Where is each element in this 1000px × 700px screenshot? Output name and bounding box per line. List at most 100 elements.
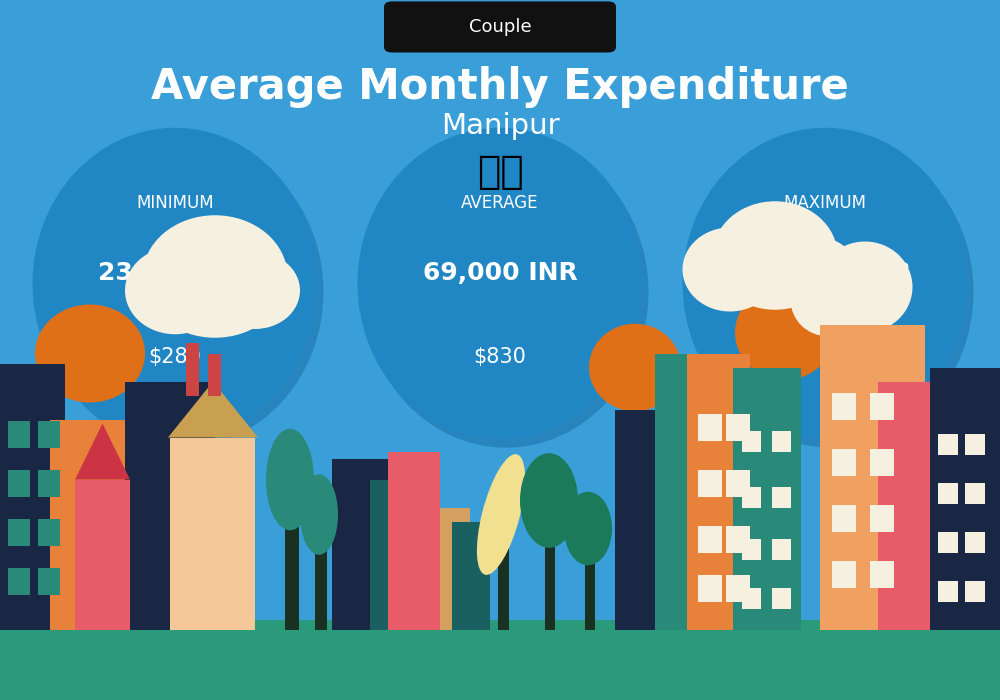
Text: 🇮🇳: 🇮🇳	[477, 153, 523, 190]
Bar	[75, 480, 130, 630]
Bar	[285, 508, 299, 630]
Bar	[38, 519, 60, 546]
Bar	[726, 526, 750, 553]
Ellipse shape	[38, 136, 324, 448]
Bar	[965, 434, 985, 455]
Text: 370,000 INR: 370,000 INR	[739, 261, 911, 285]
Bar	[545, 508, 555, 630]
Bar	[938, 581, 958, 602]
Ellipse shape	[818, 241, 912, 332]
Ellipse shape	[143, 216, 288, 338]
Bar	[820, 326, 925, 630]
Ellipse shape	[477, 454, 525, 575]
Bar	[726, 575, 750, 602]
Bar	[938, 483, 958, 504]
Ellipse shape	[520, 454, 578, 547]
Ellipse shape	[266, 428, 314, 531]
Bar	[772, 539, 791, 560]
Text: 23,000 INR: 23,000 INR	[98, 261, 252, 285]
Ellipse shape	[358, 127, 642, 440]
Bar	[655, 354, 687, 630]
Bar	[742, 486, 761, 507]
Bar	[38, 421, 60, 448]
Bar	[832, 393, 856, 420]
Bar	[8, 470, 30, 497]
Text: MAXIMUM: MAXIMUM	[784, 194, 866, 212]
Text: $280: $280	[149, 347, 201, 367]
Bar	[8, 421, 30, 448]
Bar	[370, 480, 422, 630]
Text: 69,000 INR: 69,000 INR	[423, 261, 577, 285]
Polygon shape	[75, 424, 130, 480]
Bar	[498, 536, 509, 630]
Ellipse shape	[210, 252, 300, 329]
Bar	[870, 505, 894, 532]
Bar	[698, 414, 722, 441]
Ellipse shape	[35, 304, 145, 402]
Bar	[726, 470, 750, 497]
Ellipse shape	[125, 247, 225, 335]
Text: Couple: Couple	[469, 18, 531, 36]
Ellipse shape	[300, 475, 338, 554]
Bar	[698, 470, 722, 497]
Ellipse shape	[688, 136, 974, 448]
Bar	[186, 343, 199, 396]
Bar	[870, 393, 894, 420]
Text: $830: $830	[474, 347, 526, 367]
Bar	[733, 368, 801, 630]
Bar	[0, 364, 65, 630]
FancyBboxPatch shape	[384, 1, 616, 52]
Bar	[655, 354, 750, 630]
Polygon shape	[168, 382, 258, 438]
Bar	[832, 505, 856, 532]
Bar	[698, 526, 722, 553]
Bar	[432, 508, 470, 630]
Bar	[388, 452, 440, 630]
Ellipse shape	[735, 286, 835, 379]
Bar	[878, 382, 943, 630]
Bar	[832, 561, 856, 588]
Bar	[38, 568, 60, 595]
Bar	[615, 410, 673, 630]
Text: Manipur: Manipur	[441, 112, 559, 140]
Bar	[726, 414, 750, 441]
Ellipse shape	[772, 237, 858, 309]
Bar	[50, 420, 135, 630]
Bar	[0, 620, 1000, 700]
Bar	[208, 354, 221, 395]
Bar	[930, 368, 1000, 630]
Bar	[125, 382, 215, 630]
Bar	[832, 449, 856, 476]
Bar	[965, 483, 985, 504]
Ellipse shape	[564, 491, 612, 566]
Bar	[965, 581, 985, 602]
Bar	[938, 532, 958, 553]
Bar	[315, 536, 327, 630]
Bar	[452, 522, 490, 630]
Ellipse shape	[589, 323, 681, 412]
Bar	[965, 532, 985, 553]
Bar	[585, 536, 595, 630]
Ellipse shape	[682, 228, 778, 312]
Text: $4,500: $4,500	[789, 347, 861, 367]
Bar	[938, 434, 958, 455]
Ellipse shape	[712, 202, 838, 309]
Bar	[332, 458, 390, 630]
Text: Average Monthly Expenditure: Average Monthly Expenditure	[151, 66, 849, 108]
Bar	[870, 449, 894, 476]
Bar	[8, 519, 30, 546]
Bar	[38, 470, 60, 497]
Bar	[772, 430, 791, 452]
Bar	[772, 486, 791, 507]
Ellipse shape	[790, 263, 866, 337]
Bar	[698, 575, 722, 602]
Bar	[742, 588, 761, 609]
Text: MINIMUM: MINIMUM	[136, 194, 214, 212]
Bar	[772, 588, 791, 609]
Bar	[170, 438, 255, 630]
Bar	[870, 561, 894, 588]
Bar	[742, 539, 761, 560]
Ellipse shape	[682, 127, 968, 440]
Text: AVERAGE: AVERAGE	[461, 194, 539, 212]
Bar	[742, 430, 761, 452]
